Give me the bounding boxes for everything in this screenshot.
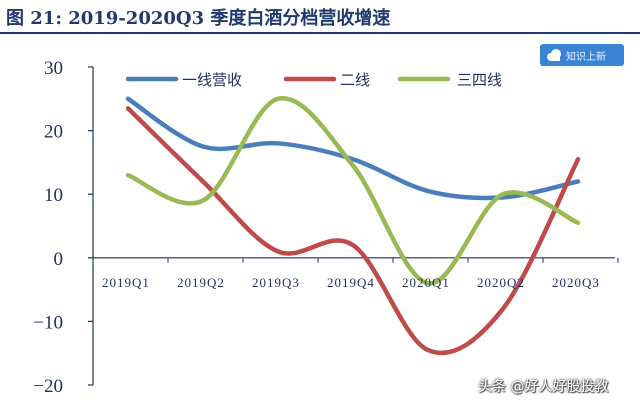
x-tick-labels: 2019Q1 2019Q2 2019Q3 2019Q4 2020Q1 2020Q2 2020… xyxy=(102,275,600,290)
y-tick-label: −20 xyxy=(33,376,63,397)
series-layer xyxy=(125,96,581,356)
y-tick-label: 20 xyxy=(44,122,63,143)
legend-label-3: 三四线 xyxy=(457,71,502,89)
x-tick-label: 2019Q4 xyxy=(327,275,375,290)
x-tick-label: 2019Q2 xyxy=(177,275,225,290)
y-tick-label: −10 xyxy=(33,312,63,333)
x-tick-label: 2020Q3 xyxy=(552,275,600,290)
series-line-1 xyxy=(125,96,581,201)
y-tick-label: 0 xyxy=(54,249,64,270)
legend-label-1: 一线营收 xyxy=(182,71,242,89)
series-line-3 xyxy=(125,96,581,286)
badge-label: 知识上新 xyxy=(566,52,606,63)
legend: 一线营收 二线 三四线 xyxy=(125,71,502,89)
y-tick-label: 10 xyxy=(44,185,63,206)
chart-title: 图 21: 2019-2020Q3 季度白酒分档营收增速 xyxy=(6,8,391,29)
cloud-icon xyxy=(547,49,561,61)
badge: 知识上新 xyxy=(540,44,624,66)
y-tick-label: 30 xyxy=(44,58,63,79)
x-tick-label: 2020Q2 xyxy=(477,275,525,290)
axes: −20 −10 0 10 20 30 xyxy=(33,58,619,397)
title-bar: 图 21: 2019-2020Q3 季度白酒分档营收增速 xyxy=(0,0,640,34)
x-tick-label: 2019Q1 xyxy=(102,275,150,290)
series-line-2 xyxy=(125,106,581,356)
x-tick-label: 2019Q3 xyxy=(252,275,300,290)
legend-label-2: 二线 xyxy=(340,71,370,89)
watermark: 头条 @好人好股投教 xyxy=(478,379,609,395)
x-tick-label: 2020Q1 xyxy=(402,275,450,290)
